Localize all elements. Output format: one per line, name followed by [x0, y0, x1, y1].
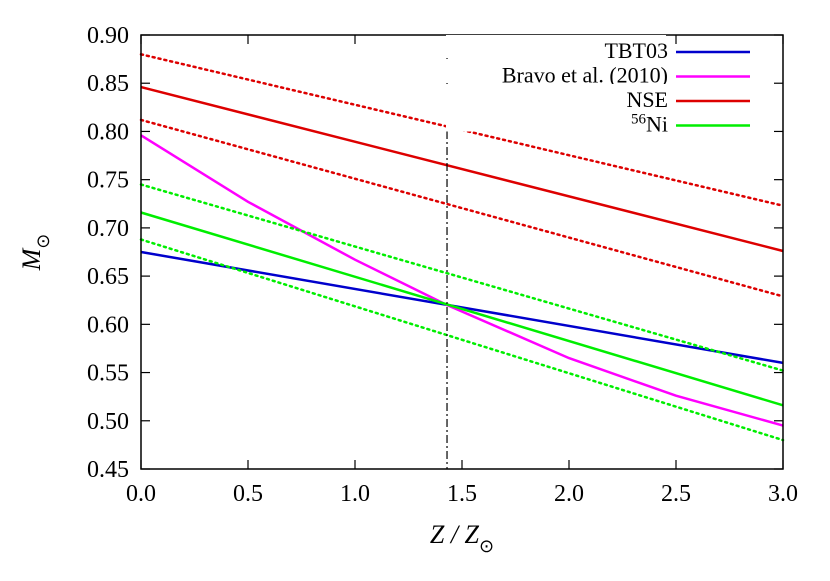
series-line-0 [140, 250, 784, 365]
legend-label-2: NSE [626, 87, 668, 112]
y-tick-label-8: 0.85 [87, 71, 129, 97]
x-tick-label-5: 2.5 [661, 481, 691, 507]
x-tick-label-2: 1.0 [340, 481, 370, 507]
y-axis-label-sub: ⊙ [33, 234, 53, 249]
series-line-4 [139, 118, 785, 298]
y-tick-label-2: 0.55 [87, 361, 129, 387]
x-tick-label-6: 3.0 [768, 481, 798, 507]
legend-label-0: TBT03 [604, 38, 668, 63]
x-tick-label-1: 0.5 [233, 481, 263, 507]
y-tick-label-4: 0.65 [87, 264, 129, 290]
series-layer [139, 53, 785, 442]
series-line-7 [139, 238, 785, 442]
x-axis-label-main: Z / Z [430, 520, 480, 549]
x-tick-label-0: 0.0 [126, 481, 156, 507]
y-axis-label: M⊙ [17, 234, 53, 272]
y-tick-label-1: 0.50 [87, 409, 129, 435]
legend-bg-2 [446, 84, 666, 107]
tick-layer: 0.0 0.5 1.0 1.5 2.0 2.5 3.0 0.45 0.50 0.55 0.60 0.6… [87, 23, 798, 507]
legend-label-1: Bravo et al. (2010) [502, 63, 668, 88]
legend-label-sup-3: 56 [631, 112, 647, 128]
y-tick-label-3: 0.60 [87, 312, 129, 338]
legend-label-3: 56Ni [631, 112, 668, 137]
series-line-6 [139, 183, 785, 372]
series-line-5 [140, 211, 784, 407]
series-line-1 [140, 134, 784, 427]
y-tick-label-9: 0.90 [87, 23, 129, 49]
y-axis-label-main: M [17, 247, 46, 271]
y-tick-label-0: 0.45 [87, 457, 129, 483]
y-tick-label-6: 0.75 [87, 168, 129, 194]
y-tick-label-7: 0.80 [87, 119, 129, 145]
x-tick-label-4: 2.0 [554, 481, 584, 507]
y-tick-label-5: 0.70 [87, 216, 129, 242]
x-axis-label-sub: ⊙ [479, 536, 494, 556]
legend-bg-1 [446, 59, 666, 83]
legend-bg-3 [446, 108, 666, 132]
legend-bg-0 [446, 35, 666, 58]
series-line-2 [140, 85, 784, 253]
x-axis-label: Z / Z⊙ [430, 520, 494, 556]
x-tick-label-3: 1.5 [447, 481, 477, 507]
